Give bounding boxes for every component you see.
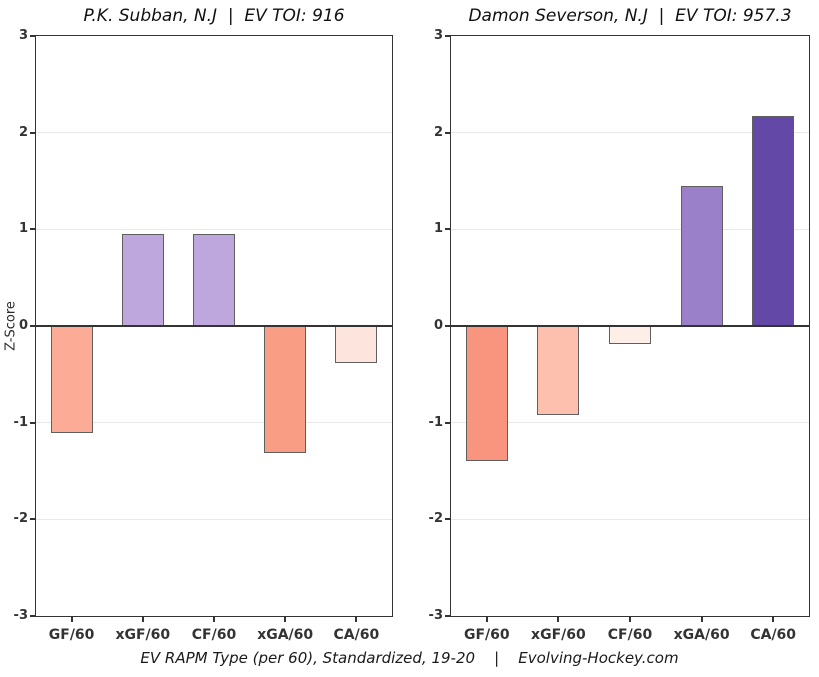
bar-xga60 [680,185,723,326]
y-tick-label: -1 [13,414,28,430]
x-tick-mark [557,617,560,622]
x-tick-label-gf60: GF/60 [48,627,95,643]
gridline-y2 [451,132,809,134]
plot-area-subban: 3 2 1 0 -1 -2 -3 GF/60 xGF/60 CF/60 xGA/60 CA/60 [14,28,393,643]
y-tick-label: -2 [428,511,443,527]
y-tick-label: 1 [18,221,28,237]
bar-gf60 [465,326,508,462]
figure-caption: EV RAPM Type (per 60), Standardized, 19-… [140,649,679,667]
bar-cf60 [193,234,235,326]
gridline-y2 [36,132,392,134]
bar-gf60 [50,326,93,434]
y-tick-mark [445,518,450,521]
x-tick-mark [141,617,144,622]
y-tick-label: -1 [428,414,443,430]
x-tick-label-ca60: CA/60 [750,627,797,643]
y-tick-mark [30,518,35,521]
y-tick-label: 3 [433,28,443,43]
x-tick-label-cf60: CF/60 [191,627,237,643]
x-tick-mark [70,617,73,622]
y-tick-mark [445,615,450,617]
y-tick-mark [445,325,450,327]
y-tick-label: 1 [433,221,443,237]
bar-ca60 [752,116,795,326]
gridline-y1 [451,228,809,230]
y-tick-label: 2 [433,124,443,140]
x-tick-label-xga60: xGA/60 [257,627,314,643]
gridline-y-1 [36,422,392,424]
y-tick-mark [30,325,35,327]
x-tick-mark [355,617,358,622]
y-tick-mark [30,228,35,231]
y-tick-label: -3 [13,608,28,623]
x-tick-mark [284,617,287,622]
y-tick-mark [445,228,450,231]
y-tick-mark [30,35,35,37]
plot-area-severson: 3 2 1 0 -1 -2 -3 GF/60 xGF/60 CF/60 xGA/60 CA/60 [429,28,810,643]
gridline-y1 [36,228,392,230]
x-tick-mark [772,617,775,622]
y-tick-mark [30,421,35,424]
y-tick-mark [445,35,450,37]
y-tick-label: 0 [18,318,28,333]
x-tick-label-xga60: xGA/60 [673,627,730,643]
y-tick-mark [30,615,35,617]
y-tick-mark [445,131,450,134]
y-tick-mark [445,421,450,424]
x-tick-mark [485,617,488,622]
x-tick-label-ca60: CA/60 [333,627,380,643]
y-tick-label: -3 [428,608,443,623]
y-tick-label: 3 [18,28,28,43]
bar-xgf60 [121,234,164,326]
panel-title-severson: Damon Severson, N.J | EV TOI: 957.3 [468,6,792,26]
x-tick-mark [213,617,215,622]
gridline-y-1 [451,422,809,424]
zero-line [36,325,392,327]
bar-cf60 [609,326,651,345]
gridline-y-2 [451,518,809,520]
x-tick-label-cf60: CF/60 [607,627,653,643]
gridline-y-2 [36,518,392,520]
y-tick-label: 0 [433,318,443,333]
y-tick-label: -2 [13,511,28,527]
zero-line [451,325,809,327]
y-tick-label: 2 [18,124,28,140]
x-tick-label-xgf60: xGF/60 [115,627,171,643]
y-tick-mark [30,131,35,134]
panel-title-subban: P.K. Subban, N.J | EV TOI: 916 [83,6,345,26]
x-tick-label-xgf60: xGF/60 [531,627,586,643]
x-tick-mark [700,617,703,622]
bar-xgf60 [537,326,580,415]
bar-ca60 [335,326,378,363]
x-tick-mark [629,617,631,622]
x-tick-label-gf60: GF/60 [463,627,510,643]
bar-xga60 [264,326,307,453]
